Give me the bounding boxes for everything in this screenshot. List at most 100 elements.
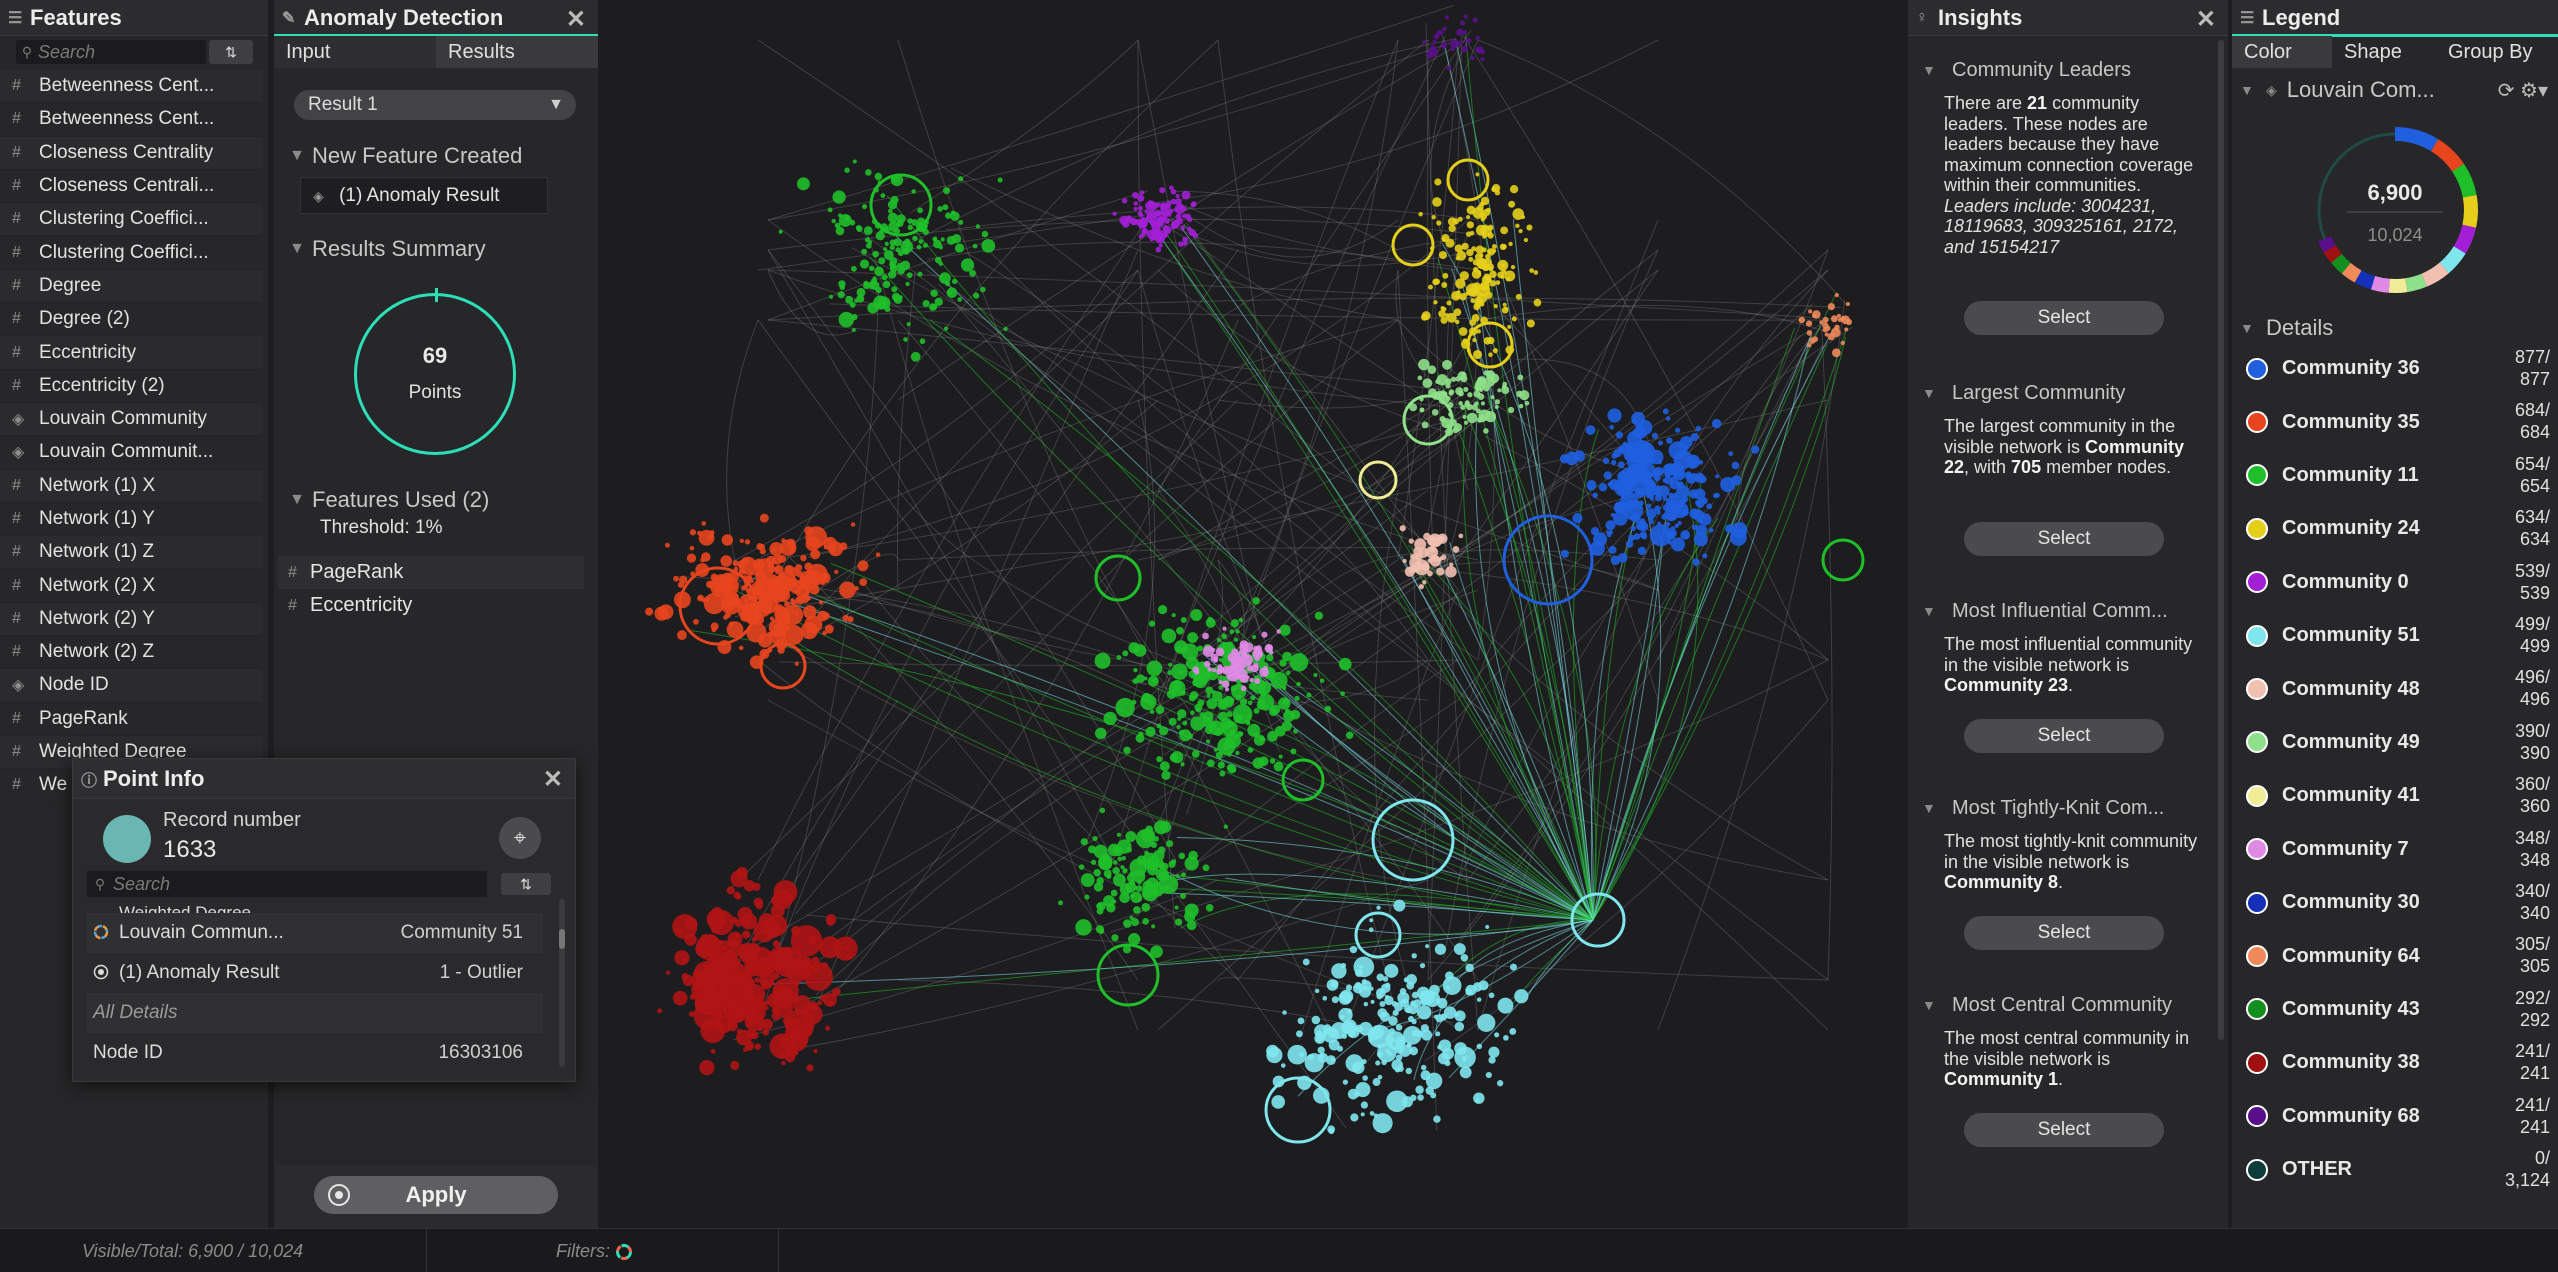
point-info-search-input[interactable]: ⚲ Search [87,871,487,897]
feature-item[interactable]: # Betweenness Cent... [0,70,262,104]
legend-item[interactable]: Community 41 360/360 [2232,769,2558,822]
feature-item[interactable]: # Clustering Coeffici... [0,203,262,237]
legend-item[interactable]: Community 68 241/241 [2232,1090,2558,1143]
insight-select-button[interactable]: Select [1964,719,2164,753]
feature-item[interactable]: # Eccentricity (2) [0,370,262,403]
features-search-input[interactable]: ⚲ Search [16,40,206,64]
tab-color[interactable]: Color [2232,36,2332,68]
tab-shape[interactable]: Shape [2344,41,2402,63]
legend-item[interactable]: Community 38 241/241 [2232,1036,2558,1089]
hash-icon: # [12,709,21,727]
legend-tabs: Color Shape Group By [2232,36,2558,68]
legend-item-visible: 340/ [2514,881,2550,901]
close-icon[interactable]: ✕ [2195,6,2216,33]
legend-item[interactable]: Community 64 305/305 [2232,929,2558,982]
insight-card-header[interactable]: ▼ Largest Community [1908,376,2212,410]
legend-panel: ☰ Legend Color Shape Group By ▼ ◈ Louvai… [2232,0,2558,1228]
feature-item[interactable]: # Network (1) Y [0,503,262,537]
close-icon[interactable]: ✕ [565,6,586,33]
legend-item-total: 684 [2519,422,2550,443]
all-details-row[interactable]: All Details [87,993,543,1033]
legend-item[interactable]: Community 49 390/390 [2232,716,2558,769]
target-icon [328,1184,350,1206]
legend-item[interactable]: Community 24 634/634 [2232,502,2558,555]
insight-select-button[interactable]: Select [1964,1113,2164,1147]
gear-icon[interactable]: ⟳ ⚙▾ [2497,79,2548,102]
legend-color-dot [2246,731,2268,754]
legend-feature-header[interactable]: ▼ ◈ Louvain Com... ⟳ ⚙▾ [2232,70,2558,110]
legend-item[interactable]: Community 36 877/877 [2232,342,2558,395]
feature-item[interactable]: # Betweenness Cent... [0,103,262,137]
insight-card-header[interactable]: ▼ Community Leaders [1908,53,2212,87]
close-icon[interactable]: ✕ [542,766,563,793]
result-select[interactable]: Result 1 ▼ [294,90,576,120]
insight-select-button[interactable]: Select [1964,916,2164,950]
insight-card-header[interactable]: ▼ Most Central Community [1908,988,2212,1022]
legend-item-total: 241 [2519,1063,2550,1084]
features-used-section-header[interactable]: ▼ Features Used (2) [274,483,598,517]
insight-select-button[interactable]: Select [1964,522,2164,556]
feature-used-label: Eccentricity [310,594,413,616]
legend-item[interactable]: Community 43 292/292 [2232,983,2558,1036]
feature-item[interactable]: ◈ Node ID [0,669,262,703]
feature-item[interactable]: ◈ Louvain Community [0,402,262,437]
tab-group-by[interactable]: Group By [2448,41,2533,63]
legend-item[interactable]: Community 30 340/340 [2232,876,2558,929]
feature-item[interactable]: # Degree [0,269,262,304]
point-info-scrollbar[interactable] [559,899,565,1067]
feature-used-item[interactable]: # Eccentricity [278,589,584,622]
feature-item[interactable]: # Network (2) Y [0,602,262,637]
legend-item[interactable]: Community 11 654/654 [2232,449,2558,502]
feature-item[interactable]: # Network (1) X [0,469,262,503]
feature-item[interactable]: # PageRank [0,703,262,736]
feature-item[interactable]: # Network (1) Z [0,536,262,570]
insight-select-button[interactable]: Select [1964,301,2164,335]
insight-card-header[interactable]: ▼ Most Influential Comm... [1908,594,2212,628]
legend-item[interactable]: Community 0 539/539 [2232,556,2558,609]
insight-card-header[interactable]: ▼ Most Tightly-Knit Com... [1908,791,2212,825]
network-graph[interactable] [598,0,1906,1228]
apply-button[interactable]: Apply [314,1176,558,1214]
graph-nodes[interactable] [645,14,1852,1135]
legend-item-visible: 305/ [2514,934,2550,955]
feature-item-label: Weighted Degree [39,741,187,763]
legend-item-total: 340 [2519,903,2550,923]
status-bar: Visible/Total: 6,900 / 10,024 Filters: [0,1228,2558,1272]
anomaly-title: Anomaly Detection [304,4,504,30]
feature-item[interactable]: # Network (2) Z [0,636,262,670]
feature-item[interactable]: # Eccentricity [0,336,262,370]
legend-item-total: 305 [2519,956,2550,977]
tab-input[interactable]: Input [274,36,436,68]
donut-slice [2405,273,2427,293]
legend-item-total: 390 [2519,742,2550,763]
legend-item[interactable]: Community 51 499/499 [2232,609,2558,662]
legend-item[interactable]: Community 35 684/684 [2232,395,2558,448]
search-icon: ⚲ [94,875,106,892]
point-info-row[interactable]: Node ID 16303106 [87,1033,543,1073]
feature-item[interactable]: # Network (2) X [0,569,262,603]
legend-item[interactable]: OTHER 0/3,124 [2232,1143,2558,1196]
new-feature-section-header[interactable]: ▼ New Feature Created [274,139,598,173]
locate-button[interactable]: ⌖ [499,817,541,859]
feature-item[interactable]: # Clustering Coeffici... [0,236,262,270]
feature-item-label: Clustering Coeffici... [39,241,209,263]
filters-status[interactable]: Filters: [556,1241,633,1262]
new-feature-item[interactable]: ◈ (1) Anomaly Result [300,177,548,214]
legend-item[interactable]: Community 48 496/496 [2232,662,2558,715]
feature-item[interactable]: # Degree (2) [0,303,262,337]
point-info-row[interactable]: (1) Anomaly Result 1 - Outlier [87,953,543,993]
feature-item[interactable]: # Closeness Centrality [0,136,262,170]
point-info-row[interactable]: Louvain Commun... Community 51 [87,913,543,953]
network-graph-canvas[interactable] [598,0,1906,1228]
features-sort-button[interactable]: ⇅ [209,40,253,64]
insights-scrollbar[interactable] [2218,40,2224,1040]
insight-card: ▼ Most Influential Comm... The most influe… [1908,594,2212,696]
legend-details-header[interactable]: ▼ Details [2232,308,2558,348]
results-summary-section-header[interactable]: ▼ Results Summary [274,232,598,266]
feature-item[interactable]: # Closeness Centrali... [0,170,262,204]
feature-item[interactable]: ◈ Louvain Communit... [0,436,262,470]
point-info-sort-button[interactable]: ⇅ [501,873,551,895]
tab-results[interactable]: Results [436,36,598,68]
legend-item[interactable]: Community 7 348/348 [2232,823,2558,876]
feature-used-item[interactable]: # PageRank [278,556,584,589]
